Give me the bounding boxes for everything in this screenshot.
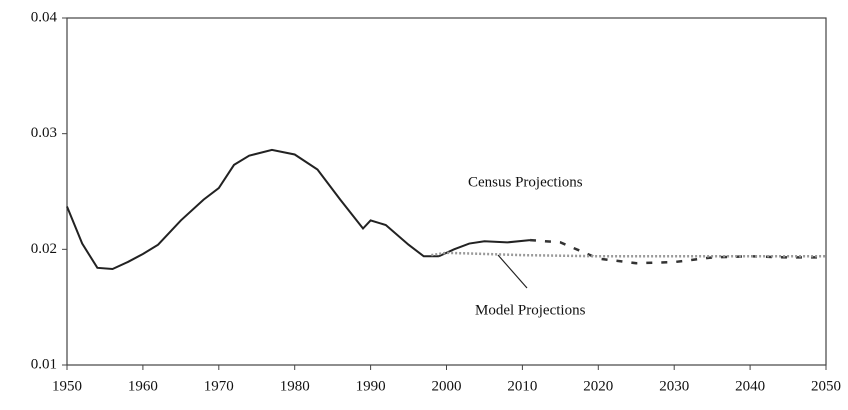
series-line xyxy=(66,148,439,271)
y-tick-label: 0.01 xyxy=(31,356,57,372)
x-tick-label: 1960 xyxy=(128,378,158,394)
x-tick-label: 2030 xyxy=(659,378,689,394)
x-tick-label: 2020 xyxy=(583,378,613,394)
x-tick-label: 1950 xyxy=(52,378,82,394)
y-tick-label: 0.04 xyxy=(31,9,58,25)
annotation: Census Projections xyxy=(468,174,583,190)
x-tick-label: 1970 xyxy=(204,378,234,394)
series-line xyxy=(438,239,531,258)
annotation: Model Projections xyxy=(475,302,586,318)
x-tick-label: 1980 xyxy=(280,378,310,394)
y-tick-label: 0.03 xyxy=(31,125,57,141)
plot-frame xyxy=(66,17,827,366)
series-line xyxy=(529,238,826,265)
annotation-arrow xyxy=(497,254,528,289)
y-tick-label: 0.02 xyxy=(31,241,57,257)
x-tick-label: 2010 xyxy=(507,378,537,394)
x-tick-label: 2000 xyxy=(432,378,462,394)
x-tick-label: 2040 xyxy=(735,378,765,394)
x-tick-label: 2050 xyxy=(811,378,841,394)
x-tick-label: 1990 xyxy=(356,378,386,394)
